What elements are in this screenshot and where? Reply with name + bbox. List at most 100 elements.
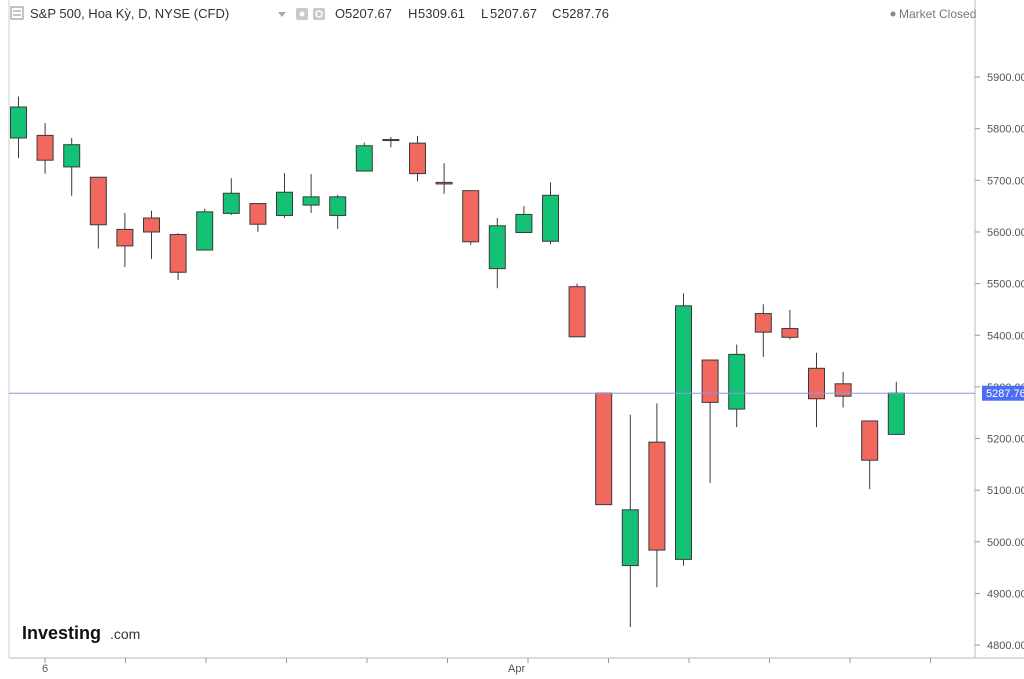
last-price-tag-label: 5287.76 [986,388,1024,400]
candle[interactable] [355,142,373,172]
candle-body-up [675,305,692,560]
candle-body-up [222,192,240,214]
candle[interactable] [701,359,719,483]
candle-body-up [196,211,214,251]
candle-body-down [701,359,719,403]
candle[interactable] [515,206,533,233]
candle[interactable] [595,392,613,506]
candle[interactable] [435,163,453,194]
candle[interactable] [329,194,347,229]
candle-body-down [861,420,879,461]
candle-body-down [249,203,267,225]
candle[interactable] [116,212,134,268]
candles-group [10,96,905,628]
candle-body-down [568,286,586,338]
candle[interactable] [10,96,27,159]
candle[interactable] [542,182,559,245]
candle-body-up [515,213,533,233]
ohlc-high-value: 5309.61 [418,6,465,21]
candle-body-up [355,145,373,172]
brand-logo: Investing .com [22,623,140,643]
y-tick-label: 5100.00 [987,485,1024,497]
y-tick-label: 5600.00 [987,227,1024,239]
candle-body-up [728,353,746,410]
candle[interactable] [488,218,506,289]
candle-body-up [329,196,347,216]
y-tick-label: 5500.00 [987,279,1024,291]
candle-body-up [382,139,400,142]
candle[interactable] [196,208,214,251]
candle[interactable] [462,190,480,245]
candle-body-up [542,194,559,242]
candle-body-down [116,228,134,247]
visibility-eye-icon-pupil [299,11,305,17]
candle[interactable] [409,135,426,182]
candle[interactable] [781,309,799,340]
y-tick-label: 5400.00 [987,330,1024,342]
plot-area[interactable] [9,28,975,658]
ohlc-close-label: C [552,6,561,21]
candle-body-up [276,191,293,216]
candle[interactable] [249,203,267,232]
candle[interactable] [754,304,772,357]
market-status: Market Closed [899,7,976,21]
symbol-title[interactable]: S&P 500, Hoa Kỳ, D, NYSE (CFD) [30,6,229,21]
candle[interactable] [63,137,81,196]
ohlc-open-label: O [335,6,345,21]
candle[interactable] [89,176,107,249]
candle-body-down [781,328,799,338]
y-axis-ticks: 4800.004900.005000.005100.005200.005300.… [975,72,1024,652]
y-tick-label: 4900.00 [987,588,1024,600]
candle[interactable] [143,210,160,259]
market-status-dot-icon [890,11,896,17]
candle[interactable] [621,414,639,628]
brand-name: Investing [22,623,101,643]
candle[interactable] [861,420,879,490]
candle[interactable] [675,293,692,566]
candle[interactable] [808,352,825,428]
ohlc-high-label: H [408,6,417,21]
x-axis-ticks: 6 Apr [42,658,931,675]
candle[interactable] [276,173,293,219]
candle-body-down [169,234,187,273]
candle[interactable] [36,123,54,174]
candle-body-down [462,190,480,243]
candle-body-up [10,106,27,139]
candle[interactable] [648,403,666,588]
candle[interactable] [222,178,240,215]
symbol-dropdown-chevron-icon[interactable] [278,12,286,17]
candle[interactable] [302,174,320,213]
candle-body-up [488,225,506,270]
ohlc-open-value: 5207.67 [345,6,392,21]
candle[interactable] [887,381,905,435]
candle[interactable] [169,233,187,280]
collapse-toggle-icon[interactable] [10,6,24,20]
y-tick-label: 5700.00 [987,175,1024,187]
settings-gear-icon[interactable] [313,8,325,20]
y-tick-label: 5000.00 [987,537,1024,549]
ohlc-low-label: L [481,6,488,21]
y-tick-label: 5900.00 [987,72,1024,84]
settings-gear-icon-center [315,10,323,18]
y-tick-label: 4800.00 [987,640,1024,652]
candle-body-down [89,176,107,226]
chart-header: S&P 500, Hoa Kỳ, D, NYSE (CFD) O 5207.67… [10,6,976,21]
candle[interactable] [728,344,746,428]
candle-body-down [409,142,426,175]
ohlc-low-value: 5207.67 [490,6,537,21]
candle-body-up [621,509,639,567]
candle-body-down [808,367,825,400]
candle-body-up [887,392,905,435]
candle-body-down [754,313,772,333]
brand-suffix: .com [110,626,140,642]
candle[interactable] [382,136,400,148]
candle-body-down [595,392,613,506]
candle-body-down [36,134,54,161]
candle-body-up [63,144,81,168]
candle-body-down [648,441,666,551]
candle[interactable] [568,283,586,338]
candle-body-down [834,383,852,397]
x-tick-label: Apr [508,663,525,675]
